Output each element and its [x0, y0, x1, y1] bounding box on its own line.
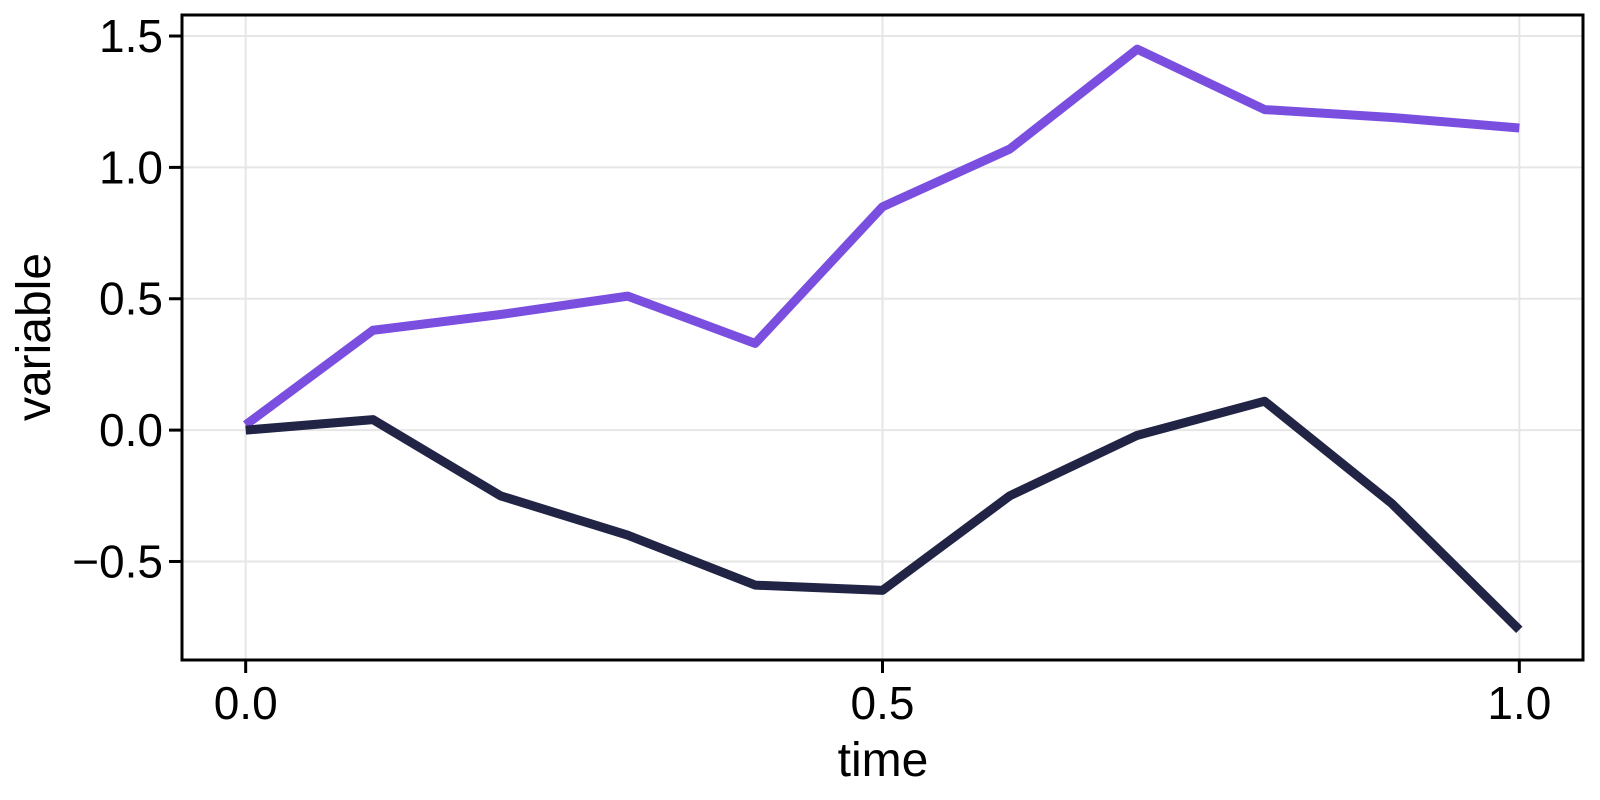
y-tick-label: 1.0: [99, 141, 163, 193]
series-line-navy-series: [245, 396, 1523, 633]
x-axis-label: time: [838, 734, 929, 787]
series-layer: [242, 44, 1523, 633]
y-axis-label: variable: [8, 253, 61, 421]
x-tick-label: 1.0: [1487, 677, 1551, 729]
grid-layer: [182, 15, 1583, 660]
y-tick-label: 0.0: [99, 404, 163, 456]
y-tick-label: 0.5: [99, 273, 163, 325]
x-tick-label: 0.5: [851, 677, 915, 729]
y-tick-label: −0.5: [72, 535, 163, 587]
x-tick-label: 0.0: [214, 677, 278, 729]
axis-layer: 0.0 0.5 1.0 −0.5 0.0 0.5 1.0 1.5: [72, 10, 1585, 729]
series-line-purple-series: [242, 44, 1520, 429]
y-tick-label: 1.5: [99, 10, 163, 62]
